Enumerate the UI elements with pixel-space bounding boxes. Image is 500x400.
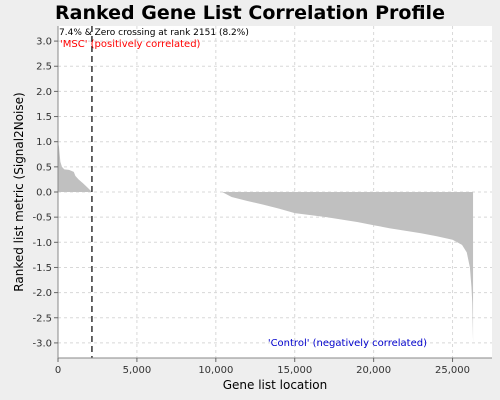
y-tick-label: -1.5 — [32, 263, 52, 274]
positive-correlation-annotation: 'MSC' (positively correlated) — [60, 39, 201, 50]
y-tick-label: 0.5 — [36, 162, 52, 173]
negative-correlation-annotation: 'Control' (negatively correlated) — [268, 338, 427, 349]
zero-crossing-annotation: 7.4% & Zero crossing at rank 2151 (8.2%) — [59, 28, 249, 38]
x-tick-label: 15,000 — [277, 365, 312, 376]
y-tick-label: 3.0 — [36, 37, 52, 48]
x-tick-label: 0 — [55, 365, 61, 376]
y-tick-label: -2.5 — [32, 313, 52, 324]
x-tick-label: 10,000 — [198, 365, 233, 376]
y-tick-label: -3.0 — [32, 338, 52, 349]
y-axis-label: Ranked list metric (Signal2Noise) — [12, 92, 26, 291]
metric-area — [58, 141, 474, 343]
y-tick-label: 2.0 — [36, 87, 52, 98]
y-tick-label: -0.5 — [32, 213, 52, 224]
y-tick-label: -1.0 — [32, 238, 52, 249]
x-axis-label: Gene list location — [223, 378, 328, 392]
grid-lines — [57, 26, 492, 358]
y-tick-label: 1.5 — [36, 112, 52, 123]
y-tick-label: 0.0 — [36, 188, 52, 199]
x-axis-ticks: 0 5,000 10,000 15,000 20,000 25,000 — [55, 358, 470, 376]
y-tick-label: -2.0 — [32, 288, 52, 299]
x-tick-label: 25,000 — [435, 365, 470, 376]
y-tick-label: 2.5 — [36, 62, 52, 73]
chart-title: Ranked Gene List Correlation Profile — [55, 2, 445, 24]
y-tick-label: 1.0 — [36, 137, 52, 148]
x-tick-label: 5,000 — [123, 365, 152, 376]
y-axis-ticks: 3.0 2.5 2.0 1.5 1.0 0.5 0.0 -0.5 -1.0 -1.5 -2.0 -2.… — [32, 37, 58, 349]
x-tick-label: 20,000 — [356, 365, 391, 376]
